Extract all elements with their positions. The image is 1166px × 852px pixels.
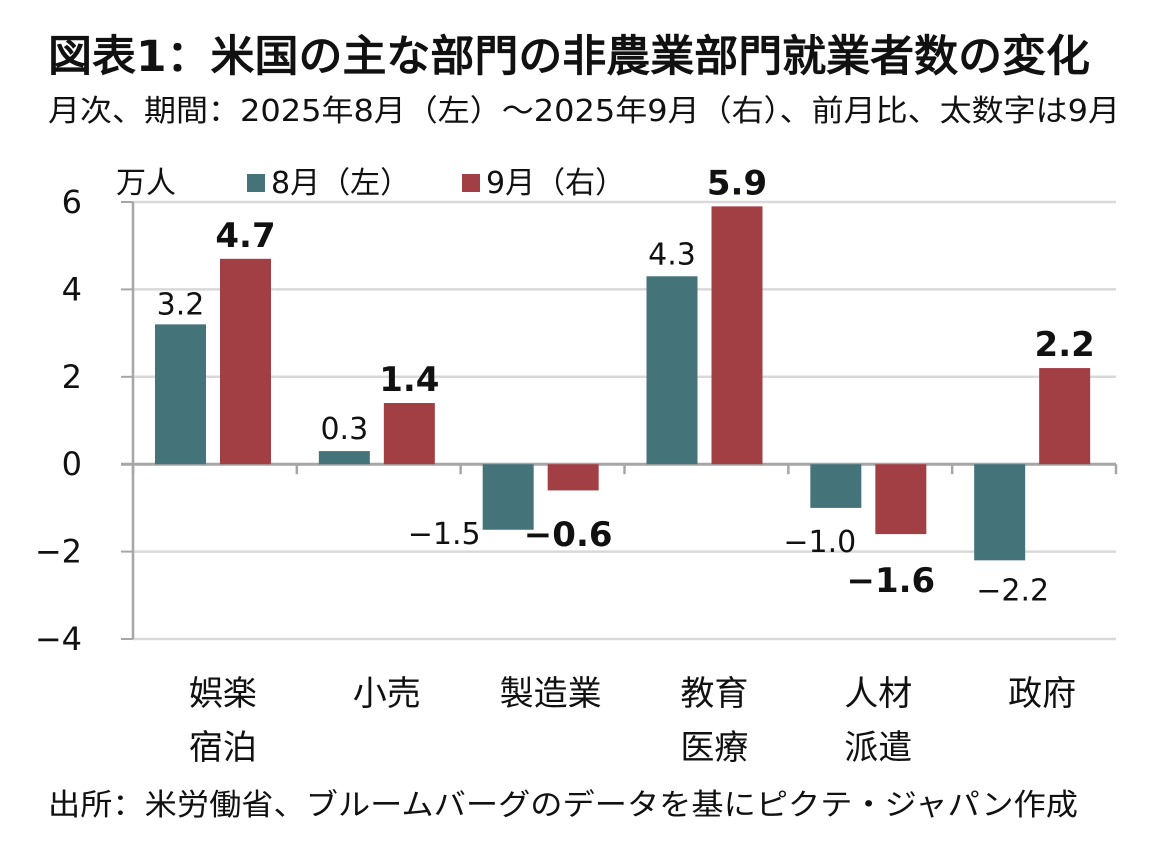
- data-label-sep: −1.6: [846, 561, 935, 601]
- y-tick-label: −2: [35, 533, 82, 571]
- category-label: 小売: [353, 674, 421, 714]
- y-tick-label: 6: [62, 183, 82, 221]
- category-label: 政府: [1008, 674, 1076, 714]
- bar-aug: [318, 451, 370, 465]
- legend-item-aug: 8月（左）: [247, 158, 410, 202]
- chart-title: 図表1：米国の主な部門の非農業部門就業者数の変化: [48, 32, 1090, 82]
- gridlines: [133, 200, 1116, 641]
- data-label-sep: 5.9: [707, 163, 767, 203]
- data-label-sep: 4.7: [215, 216, 275, 256]
- data-label-sep: 1.4: [379, 360, 439, 400]
- legend-item-sep: 9月（右）: [462, 158, 625, 202]
- legend-swatch-aug: [247, 174, 265, 192]
- y-tick-label: 2: [62, 358, 82, 396]
- bars: [155, 206, 1091, 561]
- y-tick-label: 4: [62, 270, 82, 308]
- category-label: 製造業: [500, 674, 602, 714]
- bar-sep: [1039, 368, 1091, 465]
- category-label: 宿泊: [189, 728, 257, 768]
- legend-swatch-sep: [462, 174, 480, 192]
- y-tick-label: 0: [62, 445, 82, 483]
- category-label: 娯楽: [189, 674, 257, 714]
- bar-aug: [482, 464, 534, 530]
- legend-label-sep: 9月（右）: [486, 166, 626, 201]
- category-label: 派遣: [844, 728, 912, 768]
- bar-aug: [155, 324, 206, 465]
- data-label-aug: −1.5: [408, 517, 481, 552]
- data-label-sep: 2.2: [1035, 325, 1095, 365]
- bar-sep: [711, 206, 763, 465]
- bar-aug: [646, 276, 698, 465]
- data-label-aug: 4.3: [648, 237, 696, 272]
- data-labels: 3.2 0.3 −1.5 4.3 −1.0 −2.2 4.7 1.4 −0.6 5.9 −1.6 2.…: [157, 163, 1095, 608]
- bar-sep: [547, 464, 599, 491]
- bar-sep: [383, 403, 435, 465]
- bar-sep: [875, 464, 927, 535]
- category-label: 教育: [680, 674, 748, 714]
- bar-aug: [810, 464, 862, 508]
- source-note: 出所：米労働省、ブルームバーグのデータを基にピクテ・ジャパン作成: [48, 788, 1078, 823]
- data-label-sep: −0.6: [524, 515, 613, 555]
- data-label-aug: 0.3: [320, 412, 368, 447]
- axes: [121, 201, 1118, 640]
- unit-label: 万人: [116, 166, 176, 201]
- category-label: 医療: [680, 728, 748, 768]
- legend-label-aug: 8月（左）: [271, 166, 411, 201]
- data-label-aug: −2.2: [976, 573, 1049, 608]
- chart-subtitle: 月次、期間：2025年8月（左）～2025年9月（右）、前月比、太数字は9月: [48, 94, 1120, 129]
- data-label-aug: 3.2: [157, 287, 205, 322]
- category-label: 人材: [844, 674, 912, 714]
- data-label-aug: −1.0: [783, 525, 856, 560]
- bar-sep: [220, 258, 271, 465]
- bar-aug: [974, 464, 1026, 561]
- y-tick-label: −4: [35, 620, 82, 658]
- y-tick-labels: 6 4 2 0 −2 −4: [35, 183, 82, 658]
